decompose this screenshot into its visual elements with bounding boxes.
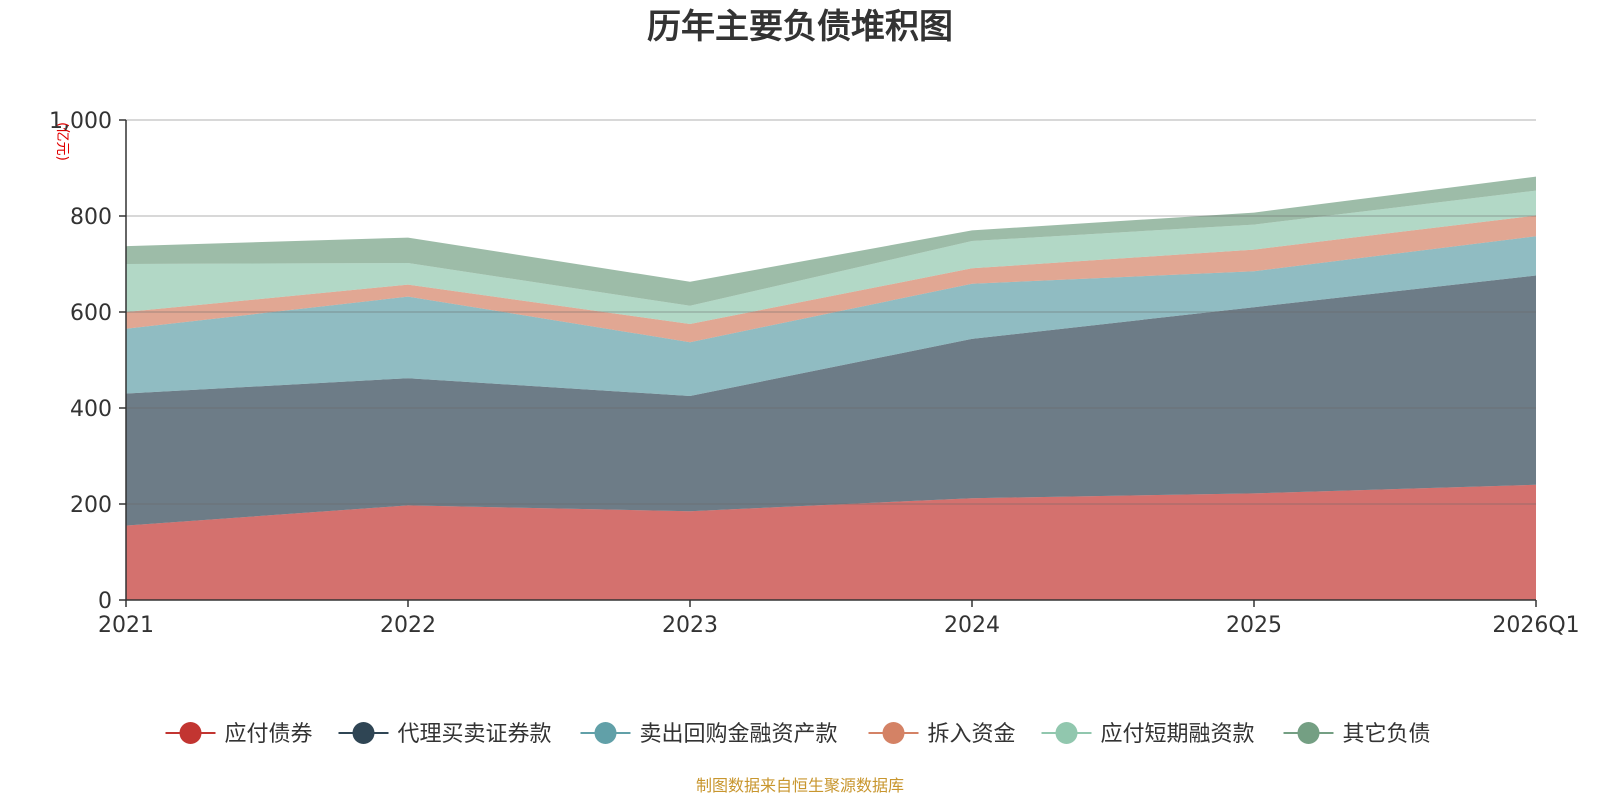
area-series [126,176,1536,600]
x-tick-label: 2026Q1 [1492,613,1579,638]
x-tick-label: 2021 [98,613,154,638]
legend-label: 应付短期融资款 [1101,722,1255,747]
x-tick-label: 2023 [662,613,718,638]
x-tick-label: 2022 [380,613,436,638]
legend-item[interactable]: 代理买卖证券款 [338,722,552,747]
area-5 [126,190,1536,324]
y-tick-label: 600 [70,301,112,326]
legend-item[interactable]: 其它负债 [1283,722,1431,747]
legend-item[interactable]: 应付短期融资款 [1041,722,1255,747]
legend-label: 应付债券 [225,722,313,747]
legend[interactable]: 应付债券 代理买卖证券款 卖出回购金融资产款 拆入资金 应付短期融资款 其它负债 [165,722,1431,747]
area-1 [126,484,1536,600]
y-tick-label: 200 [70,493,112,518]
area-2 [126,275,1536,526]
legend-marker [1297,722,1320,744]
legend-marker [352,722,375,744]
y-tick-label: 800 [70,205,112,230]
legend-marker [882,722,905,744]
legend-label: 卖出回购金融资产款 [640,722,838,747]
legend-marker [179,722,202,744]
x-tick-label: 2025 [1226,613,1282,638]
y-axis-unit: (亿元) [54,122,70,161]
y-tick-label: 400 [70,397,112,422]
legend-item[interactable]: 卖出回购金融资产款 [580,722,838,747]
y-tick-label: 0 [98,589,112,614]
axes: 0 200 400 600 800 1,000 2021 2022 2023 2024 2025 20… [49,109,1580,638]
legend-label: 代理买卖证券款 [398,722,552,747]
area-6 [126,176,1536,306]
legend-marker [1055,722,1078,744]
gridlines [126,119,1536,505]
chart-title: 历年主要负债堆积图 [647,7,953,47]
legend-item[interactable]: 应付债券 [165,722,313,747]
x-tick-label: 2024 [944,613,1000,638]
area-3 [126,236,1536,396]
legend-marker [594,722,617,744]
legend-item[interactable]: 拆入资金 [868,722,1016,747]
legend-label: 拆入资金 [928,722,1016,747]
y-tick-label: 1,000 [49,109,112,134]
source-note: 制图数据来自恒生聚源数据库 [696,776,904,795]
legend-label: 其它负债 [1343,722,1431,747]
